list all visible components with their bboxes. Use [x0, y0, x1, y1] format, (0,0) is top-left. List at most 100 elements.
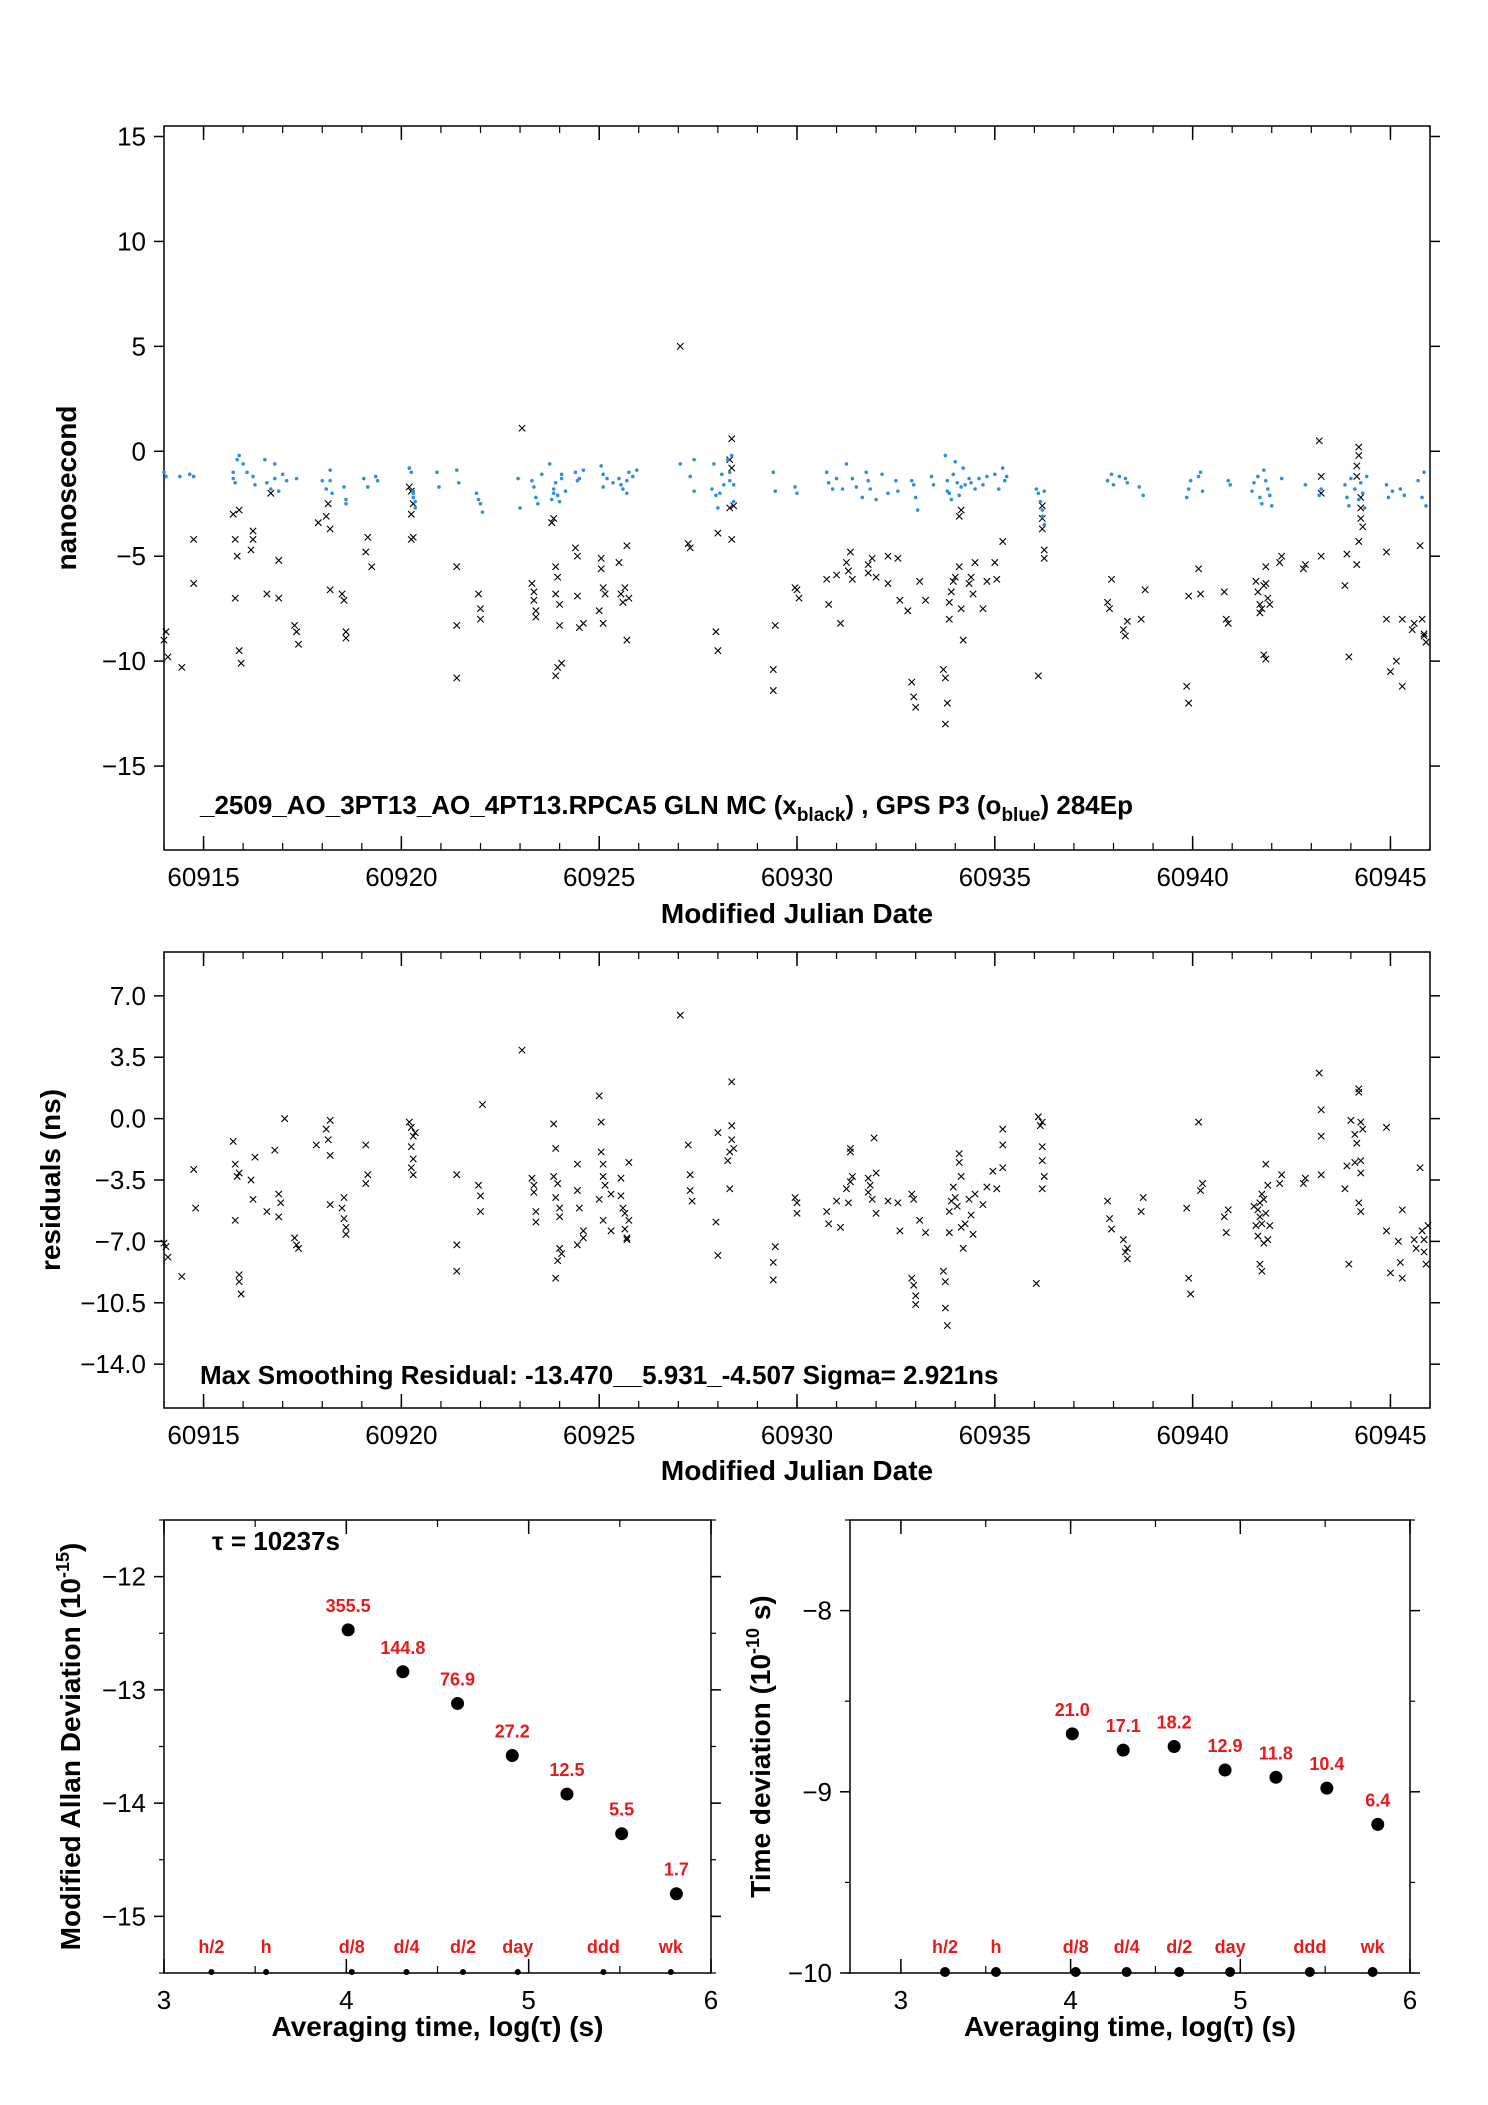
blue-point — [407, 466, 412, 470]
blue-point — [967, 476, 971, 481]
x-point — [290, 1234, 299, 1242]
blue-point — [947, 491, 952, 496]
x-point — [1038, 1118, 1046, 1126]
x-point — [842, 1185, 851, 1193]
blue-point — [1416, 478, 1420, 483]
blue-point — [1384, 483, 1389, 487]
blue-point — [1111, 483, 1116, 487]
blue-point — [625, 491, 629, 496]
x-point — [894, 554, 902, 562]
x-point — [999, 537, 1007, 546]
x-point — [836, 1223, 845, 1231]
x-point — [532, 607, 540, 615]
y-tick-label: 5 — [132, 331, 146, 361]
x-point — [160, 1239, 168, 1247]
blue-point — [1398, 487, 1403, 491]
blue-point — [981, 483, 985, 487]
x-point — [190, 1165, 198, 1174]
blue-point — [245, 470, 249, 475]
averaging-marker-label: d/4 — [393, 1937, 419, 1957]
x-point — [993, 575, 1001, 583]
blue-point — [328, 468, 332, 472]
x-tick-label: 5 — [521, 1985, 535, 2015]
x-point — [263, 1207, 271, 1216]
averaging-marker — [1225, 1967, 1236, 1977]
blue-point — [253, 483, 257, 487]
x-point — [1220, 1213, 1228, 1221]
x-axis-label: Modified Julian Date — [661, 1455, 933, 1486]
x-point — [688, 1197, 696, 1205]
blue-point — [577, 476, 582, 481]
x-point — [1185, 699, 1193, 707]
x-point — [518, 424, 526, 432]
x-point — [795, 594, 803, 602]
x-point — [1266, 1222, 1274, 1230]
x-point — [342, 628, 350, 636]
x-point — [848, 1172, 856, 1181]
x-point — [453, 1171, 461, 1179]
blue-point — [722, 483, 726, 487]
x-point — [247, 1176, 255, 1184]
blue-point — [563, 489, 568, 493]
averaging-marker — [1121, 1967, 1132, 1977]
x-point — [1264, 1236, 1272, 1244]
blue-point — [599, 464, 603, 468]
blue-point — [729, 453, 734, 458]
blue-point — [621, 487, 625, 491]
x-point — [868, 1195, 876, 1203]
x-point — [884, 579, 892, 588]
averaging-marker-label: h/2 — [198, 1937, 224, 1957]
x-point — [552, 1144, 560, 1153]
x-point — [1355, 451, 1363, 460]
x-point — [1123, 1244, 1131, 1252]
x-point — [599, 584, 607, 592]
x-point — [1185, 592, 1193, 600]
x-point — [405, 1118, 413, 1126]
averaging-marker-label: day — [1215, 1937, 1246, 1957]
x-point — [712, 1218, 720, 1226]
x-point — [554, 663, 562, 672]
x-point — [945, 1207, 953, 1216]
x-point — [625, 594, 633, 602]
x-point — [965, 1195, 973, 1203]
x-point — [967, 573, 975, 581]
y-tick-label: −5 — [116, 541, 146, 571]
blue-point — [727, 470, 732, 475]
x-point — [1394, 1237, 1402, 1245]
averaging-marker — [1174, 1967, 1185, 1977]
x-point — [1351, 1158, 1359, 1167]
x-point — [864, 1174, 872, 1182]
blue-point — [1184, 495, 1189, 500]
blue-point — [1279, 476, 1284, 481]
averaging-marker-label: h/2 — [932, 1937, 958, 1957]
blue-point — [251, 474, 255, 479]
x-point — [939, 1267, 947, 1275]
x-point — [989, 1167, 997, 1175]
x-point — [1123, 617, 1131, 625]
blue-point — [265, 480, 269, 485]
averaging-marker — [1070, 1967, 1081, 1977]
blue-point — [518, 506, 522, 510]
x-point — [530, 1188, 538, 1196]
blue-point — [1364, 474, 1369, 479]
blue-point — [476, 497, 481, 502]
blue-point — [187, 472, 192, 477]
x-point — [292, 628, 301, 636]
x-point — [1040, 554, 1048, 562]
blue-point — [678, 462, 683, 466]
x-point — [554, 1179, 562, 1188]
x-point — [162, 1243, 170, 1251]
x-point — [1398, 682, 1406, 690]
x-point — [281, 1115, 289, 1123]
x-point — [1141, 586, 1149, 594]
x-point — [1408, 626, 1416, 634]
x-point — [939, 665, 947, 674]
deviation-point — [1371, 1817, 1385, 1831]
x-point — [178, 1272, 186, 1281]
x-point — [1105, 1214, 1114, 1223]
x-point — [908, 1190, 916, 1198]
x-point — [411, 1129, 419, 1137]
averaging-marker-label: d/4 — [1114, 1937, 1140, 1957]
x-point — [1386, 1269, 1395, 1277]
blue-point — [725, 457, 730, 462]
